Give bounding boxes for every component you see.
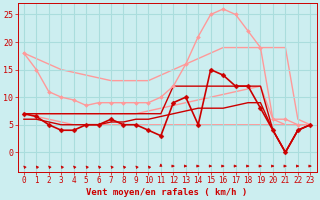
X-axis label: Vent moyen/en rafales ( km/h ): Vent moyen/en rafales ( km/h ) <box>86 188 248 197</box>
